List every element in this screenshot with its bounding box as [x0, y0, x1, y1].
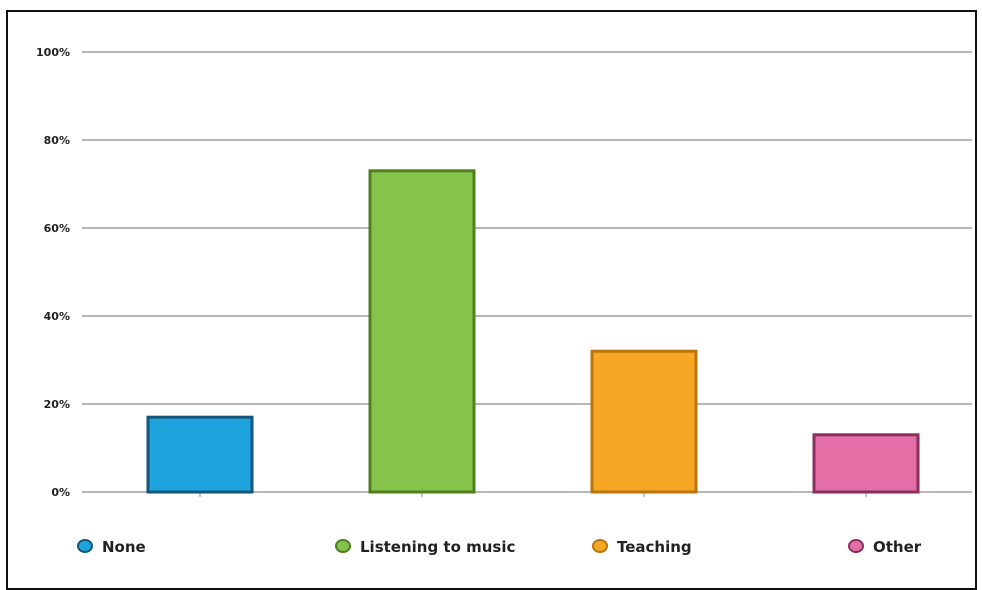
y-tick-label: 0% — [51, 486, 70, 499]
legend-swatch — [592, 539, 608, 553]
legend-swatch — [335, 539, 351, 553]
legend-swatch — [77, 539, 93, 553]
y-tick-label: 80% — [44, 134, 70, 147]
bar-teaching — [590, 349, 698, 494]
legend-label: Listening to music — [360, 538, 515, 556]
bar-other — [812, 433, 920, 494]
bar-listening-to-music — [368, 169, 476, 494]
legend-label: None — [102, 538, 146, 556]
y-tick-label: 60% — [44, 222, 70, 235]
bar-none — [146, 415, 254, 494]
legend: None Listening to music Teaching Other — [77, 538, 922, 556]
legend-item: None — [77, 538, 146, 556]
legend-item: Other — [848, 538, 922, 556]
y-tick-label: 20% — [44, 398, 70, 411]
legend-swatch — [848, 539, 864, 553]
y-tick-label: 40% — [44, 310, 70, 323]
y-axis-tick-labels: 0% 20% 40% 60% 80% 100% — [36, 46, 70, 499]
y-tick-label: 100% — [36, 46, 70, 59]
legend-item: Listening to music — [335, 538, 515, 556]
legend-item: Teaching — [592, 538, 692, 556]
legend-label: Teaching — [617, 538, 692, 556]
bar-chart: 0% 20% 40% 60% 80% 100% None Listening to musi… — [36, 46, 972, 556]
bars — [146, 169, 920, 494]
legend-label: Other — [873, 538, 922, 556]
